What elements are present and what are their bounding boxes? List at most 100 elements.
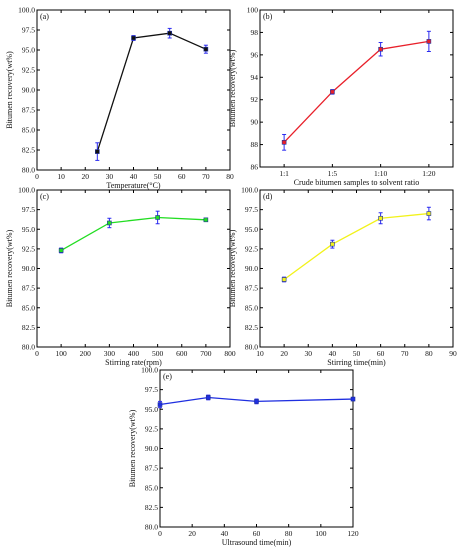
x-tick-label: 300: [104, 349, 116, 358]
y-tick-label: 90: [251, 118, 259, 127]
data-point: [426, 39, 432, 44]
x-tick-label: 80: [285, 529, 293, 538]
y-tick-label: 90.0: [22, 264, 35, 273]
x-tick-label: 20: [82, 172, 90, 181]
x-axis-label: Crude bitumen samples to solvent ratio: [294, 178, 420, 187]
panel-label: (a): [40, 12, 49, 21]
x-tick-label: 400: [128, 349, 140, 358]
x-tick-label: 200: [80, 349, 92, 358]
y-tick-label: 97.5: [22, 26, 35, 35]
x-tick-label: 70: [202, 172, 210, 181]
x-tick-label: 50: [353, 349, 361, 358]
y-tick-label: 80.0: [22, 343, 35, 352]
y-tick-label: 97.5: [145, 385, 158, 394]
x-axis-label: Temperature(°C): [106, 181, 161, 190]
data-point: [254, 399, 259, 404]
x-tick-label: 120: [347, 529, 359, 538]
y-tick-label: 95.0: [245, 225, 258, 234]
x-tick-label: 80: [226, 172, 234, 181]
y-tick-label: 85.0: [145, 483, 158, 492]
y-axis-label: Bitumen recovery(wt%): [5, 51, 14, 129]
data-point: [281, 277, 287, 282]
y-tick-label: 95.0: [22, 46, 35, 55]
data-point: [107, 220, 112, 226]
y-tick-label: 87.5: [145, 464, 158, 473]
chart-panel-3: (c) 80.0 82.5 85.0 87.5 90.0 92.5 95.0 97.5 100.0…: [5, 186, 236, 368]
y-tick-label: 85.0: [245, 303, 258, 312]
chart-panel-4: (d) 80.0 82.5 85.0 87.5 90.0 92.5 95.0 97.5 100.0…: [228, 186, 457, 368]
y-tick-label: 80.0: [145, 523, 158, 532]
x-tick-label: 800: [224, 349, 236, 358]
y-tick-label: 96: [251, 50, 259, 59]
y-tick-label: 80.0: [245, 343, 258, 352]
y-tick-label: 82.5: [22, 146, 35, 155]
y-tick-label: 85.0: [22, 303, 35, 312]
y-tick-label: 88: [251, 140, 259, 149]
y-tick-label: 98: [251, 28, 259, 37]
x-tick-label: 40: [221, 529, 229, 538]
y-tick-label: 100.0: [18, 6, 35, 15]
x-tick-label: 30: [106, 172, 114, 181]
x-tick-label: 100: [315, 529, 327, 538]
data-point: [378, 46, 383, 52]
x-tick-label: 20: [188, 529, 196, 538]
panel-label: (d): [263, 192, 273, 201]
y-tick-label: 82.5: [245, 323, 258, 332]
y-tick-label: 80.0: [22, 166, 35, 175]
x-tick-label: 70: [401, 349, 409, 358]
data-point: [131, 35, 136, 41]
x-tick-label: 60: [377, 349, 385, 358]
series-line: [283, 212, 429, 281]
y-tick-label: 95.0: [22, 225, 35, 234]
x-tick-label: 90: [449, 349, 457, 358]
y-tick-label: 92.5: [245, 244, 258, 253]
y-tick-label: 100.0: [241, 186, 258, 195]
y-axis-label: Bitumen recovery(wt%): [128, 409, 137, 487]
data-point: [155, 215, 160, 220]
y-tick-label: 82.5: [22, 323, 35, 332]
series-line: [60, 216, 206, 252]
x-tick-label: 60: [178, 172, 186, 181]
x-tick-label: 1:1: [279, 169, 289, 178]
x-tick-label: 100: [56, 349, 68, 358]
x-axis-label: Stirring time(min): [327, 358, 386, 367]
y-tick-label: 90.0: [145, 444, 158, 453]
y-tick-label: 92.5: [145, 424, 158, 433]
y-tick-label: 90.0: [22, 86, 35, 95]
x-axis-label: Stirring rate(rpm): [105, 358, 162, 367]
chart-panel-1: (a) 80.0 82.5 85.0 87.5 90.0 92.5 95.0 97.5 100.0…: [5, 6, 234, 191]
y-tick-label: 100.0: [141, 366, 158, 375]
data-point: [58, 248, 64, 253]
data-point: [157, 402, 163, 407]
y-axis-label: Bitumen recovery(wt%): [228, 49, 237, 127]
x-tick-label: 50: [154, 172, 162, 181]
y-axis-label: Bitumen recovery(wt%): [5, 229, 14, 307]
y-tick-label: 100: [247, 6, 259, 15]
x-tick-label: 10: [57, 172, 65, 181]
x-tick-label: 40: [130, 172, 138, 181]
chart-panel-5: (e) 80.0 82.5 85.0 87.5 90.0 92.5 95.0 97.5 100.0…: [128, 366, 359, 548]
y-tick-label: 92.5: [22, 244, 35, 253]
y-tick-label: 95.0: [145, 405, 158, 414]
y-tick-label: 82.5: [145, 503, 158, 512]
data-point: [330, 241, 335, 247]
y-tick-label: 92.5: [22, 66, 35, 75]
panel-label: (c): [40, 192, 49, 201]
x-tick-label: 0: [35, 172, 39, 181]
data-point: [330, 89, 335, 95]
x-tick-label: 0: [158, 529, 162, 538]
y-tick-label: 86: [251, 163, 259, 172]
y-tick-label: 97.5: [22, 205, 35, 214]
x-tick-label: 10: [256, 349, 264, 358]
x-tick-label: 500: [152, 349, 164, 358]
x-tick-label: 40: [329, 349, 337, 358]
x-tick-label: 30: [305, 349, 313, 358]
x-tick-label: 1:10: [374, 169, 388, 178]
data-point: [350, 396, 356, 402]
y-tick-label: 87.5: [22, 106, 35, 115]
x-axis-label: Ultrasound time(min): [222, 538, 292, 547]
y-tick-label: 97.5: [245, 205, 258, 214]
y-axis-label: Bitumen recovery(wt%): [228, 229, 237, 307]
series-line: [96, 32, 207, 152]
